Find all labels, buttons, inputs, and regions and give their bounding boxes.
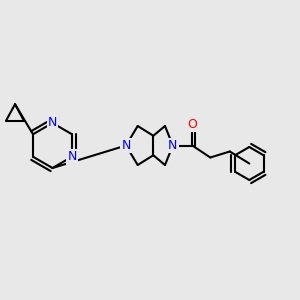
Text: N: N <box>168 139 178 152</box>
Text: N: N <box>48 116 57 130</box>
Text: N: N <box>121 139 131 152</box>
Text: N: N <box>67 150 77 163</box>
Text: O: O <box>188 118 197 131</box>
